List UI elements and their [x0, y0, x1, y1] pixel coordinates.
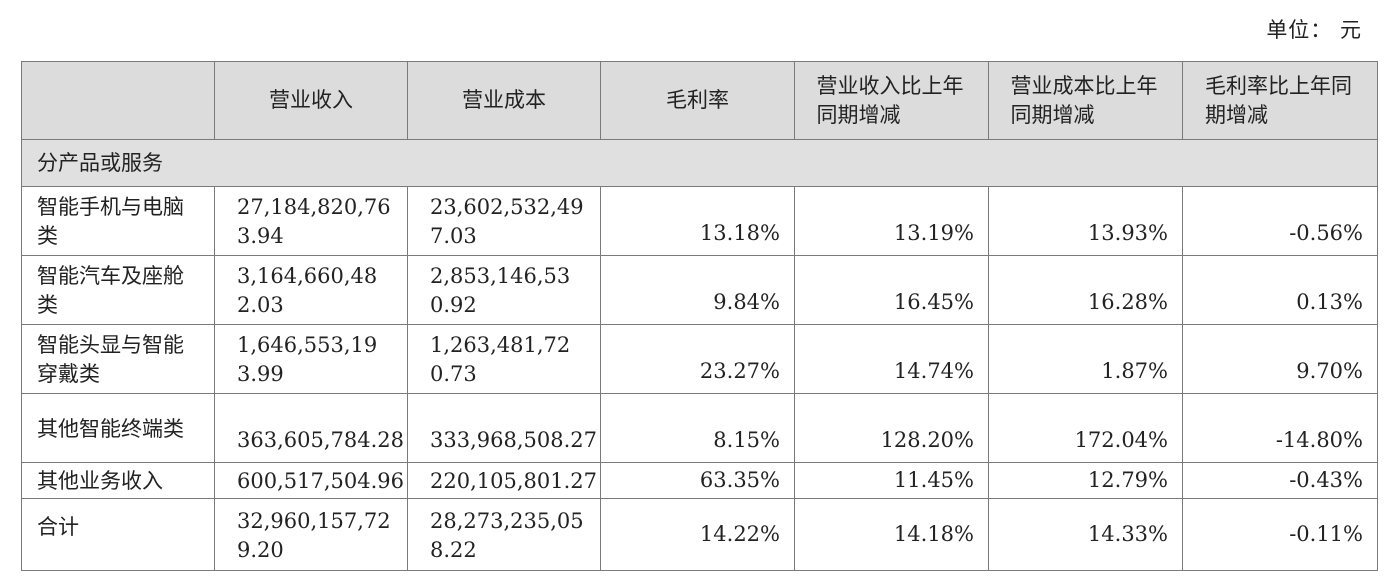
row-margin: 63.35%: [600, 462, 795, 499]
header-margin-change: 毛利率比上年同期增减: [1182, 61, 1378, 140]
row-revenue-change: 14.74%: [794, 324, 989, 394]
row-cost-change: 13.93%: [988, 186, 1183, 256]
header-row: 营业收入 营业成本 毛利率 营业收入比上年同期增减 营业成本比上年同期增减 毛利…: [21, 61, 1378, 140]
header-cost: 营业成本: [407, 61, 601, 140]
row-cost-change: 1.87%: [988, 324, 1183, 394]
row-margin: 13.18%: [600, 186, 795, 256]
row-name: 其他业务收入: [21, 462, 215, 499]
revenue-table: 营业收入 营业成本 毛利率 营业收入比上年同期增减 营业成本比上年同期增减 毛利…: [21, 61, 1378, 571]
section-label: 分产品或服务: [21, 139, 1378, 187]
row-margin-change: 9.70%: [1182, 324, 1378, 394]
row-name: 合计: [21, 498, 215, 571]
row-revenue-change: 11.45%: [794, 462, 989, 499]
table-row: 智能头显与智能穿戴类 1,646,553,193.99 1,263,481,72…: [21, 324, 1378, 394]
row-margin: 9.84%: [600, 255, 795, 325]
row-margin-change: -0.11%: [1182, 498, 1378, 571]
row-cost: 2,853,146,530.92: [407, 255, 601, 325]
row-margin-change: 0.13%: [1182, 255, 1378, 325]
table-row: 其他智能终端类 363,605,784.28 333,968,508.27 8.…: [21, 393, 1378, 463]
row-name: 智能手机与电脑类: [21, 186, 215, 256]
row-cost-change: 12.79%: [988, 462, 1183, 499]
row-name: 其他智能终端类: [21, 393, 215, 463]
row-cost: 1,263,481,720.73: [407, 324, 601, 394]
row-revenue: 600,517,504.96: [214, 462, 408, 499]
row-revenue: 363,605,784.28: [214, 393, 408, 463]
header-cost-change: 营业成本比上年同期增减: [988, 61, 1183, 140]
row-margin-change: -0.43%: [1182, 462, 1378, 499]
table-row: 智能汽车及座舱类 3,164,660,482.03 2,853,146,530.…: [21, 255, 1378, 325]
row-margin-change: -0.56%: [1182, 186, 1378, 256]
row-revenue: 1,646,553,193.99: [214, 324, 408, 394]
row-revenue-change: 128.20%: [794, 393, 989, 463]
row-revenue-change: 16.45%: [794, 255, 989, 325]
row-cost: 23,602,532,497.03: [407, 186, 601, 256]
row-cost: 220,105,801.27: [407, 462, 601, 499]
row-cost-change: 14.33%: [988, 498, 1183, 571]
total-row: 合计 32,960,157,729.20 28,273,235,058.22 1…: [21, 498, 1378, 571]
row-cost: 28,273,235,058.22: [407, 498, 601, 571]
row-cost-change: 172.04%: [988, 393, 1183, 463]
row-revenue: 27,184,820,763.94: [214, 186, 408, 256]
section-row: 分产品或服务: [21, 139, 1378, 187]
row-margin-change: -14.80%: [1182, 393, 1378, 463]
row-revenue-change: 13.19%: [794, 186, 989, 256]
row-margin: 14.22%: [600, 498, 795, 571]
header-revenue-change: 营业收入比上年同期增减: [794, 61, 989, 140]
row-revenue-change: 14.18%: [794, 498, 989, 571]
header-margin: 毛利率: [600, 61, 795, 140]
row-margin: 23.27%: [600, 324, 795, 394]
table-row: 其他业务收入 600,517,504.96 220,105,801.27 63.…: [21, 462, 1378, 499]
row-margin: 8.15%: [600, 393, 795, 463]
row-cost-change: 16.28%: [988, 255, 1183, 325]
row-name: 智能汽车及座舱类: [21, 255, 215, 325]
table-row: 智能手机与电脑类 27,184,820,763.94 23,602,532,49…: [21, 186, 1378, 256]
unit-label: 单位： 元: [1266, 18, 1362, 42]
header-corner: [21, 61, 215, 140]
row-cost: 333,968,508.27: [407, 393, 601, 463]
row-name: 智能头显与智能穿戴类: [21, 324, 215, 394]
header-revenue: 营业收入: [214, 61, 408, 140]
row-revenue: 32,960,157,729.20: [214, 498, 408, 571]
row-revenue: 3,164,660,482.03: [214, 255, 408, 325]
